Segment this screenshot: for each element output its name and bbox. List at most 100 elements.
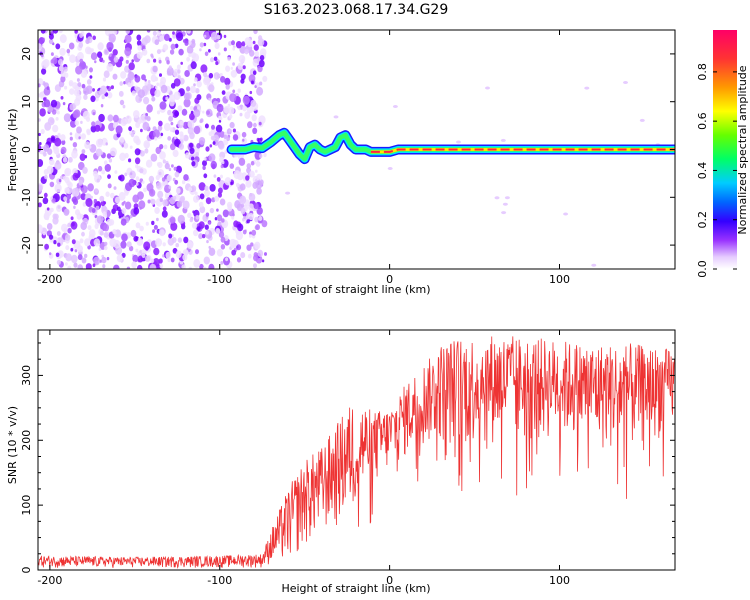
noise-speck <box>121 208 127 214</box>
noise-speck <box>221 218 225 223</box>
noise-speck <box>136 237 144 246</box>
noise-speck <box>214 42 220 50</box>
noise-speck <box>238 157 246 166</box>
noise-speck <box>93 198 98 204</box>
noise-speck <box>156 49 161 55</box>
noise-speck <box>218 187 223 194</box>
noise-speck <box>168 115 174 122</box>
noise-speck <box>183 236 189 244</box>
noise-speck <box>124 34 132 44</box>
noise-speck <box>74 249 78 253</box>
noise-speck <box>254 216 259 223</box>
noise-speck <box>158 171 162 176</box>
noise-speck <box>174 171 180 178</box>
noise-speck <box>189 105 194 111</box>
noise-speck <box>199 206 206 214</box>
noise-speck <box>81 149 86 154</box>
noise-speck <box>184 152 190 159</box>
noise-speck <box>131 261 137 269</box>
noise-speck <box>60 134 66 141</box>
noise-speck <box>149 263 157 269</box>
noise-speck <box>263 152 267 158</box>
noise-speck <box>125 59 129 64</box>
noise-speck <box>253 122 257 128</box>
noise-speck <box>118 90 124 97</box>
noise-speck <box>231 40 235 46</box>
noise-speck <box>147 80 151 84</box>
noise-speck <box>584 86 590 90</box>
noise-speck <box>181 180 186 185</box>
noise-speck <box>122 104 126 109</box>
noise-speck <box>170 257 175 263</box>
noise-speck <box>39 108 46 117</box>
colorbar-tick-label: 0.0 <box>696 260 709 278</box>
noise-speck <box>128 158 132 163</box>
noise-speck <box>188 53 192 58</box>
noise-speck <box>204 224 209 230</box>
noise-speck <box>38 132 41 137</box>
snr-frame <box>37 329 676 571</box>
noise-speck <box>208 49 211 53</box>
noise-speck <box>142 180 145 184</box>
noise-speck <box>177 237 183 243</box>
noise-speck <box>254 169 258 173</box>
spectrogram-y-axis: -20 -10 0 10 20 <box>20 47 675 254</box>
noise-speck <box>105 191 110 197</box>
spectrogram-x-axis: -200 -100 0 100 <box>37 30 570 286</box>
y-tick-label: 100 <box>20 495 33 516</box>
noise-speck <box>229 129 232 133</box>
noise-speck <box>237 62 244 70</box>
noise-speck <box>80 69 88 78</box>
noise-speck <box>250 160 255 166</box>
noise-speck <box>229 93 237 103</box>
noise-speck <box>112 204 119 212</box>
noise-speck <box>77 254 83 261</box>
noise-speck <box>80 221 87 231</box>
noise-speck <box>63 113 71 123</box>
noise-speck <box>184 70 190 77</box>
noise-speck <box>48 234 54 240</box>
noise-speck <box>156 30 161 36</box>
noise-speck <box>254 85 257 89</box>
noise-speck <box>205 197 212 205</box>
noise-speck <box>254 241 261 250</box>
noise-speck <box>259 153 263 159</box>
noise-speck <box>128 126 133 132</box>
noise-speck <box>192 53 200 62</box>
noise-speck <box>257 38 265 47</box>
noise-speck <box>60 146 67 154</box>
noise-speck <box>236 257 242 263</box>
noise-speck <box>57 250 64 258</box>
noise-speck <box>198 137 206 145</box>
snr-x-axis: -200 -100 0 100 <box>37 330 570 587</box>
noise-speck <box>639 118 645 122</box>
noise-speck <box>85 263 92 269</box>
noise-speck <box>46 86 50 90</box>
noise-speck <box>176 64 181 70</box>
noise-speck <box>253 30 258 35</box>
noise-speck <box>151 96 156 102</box>
noise-speck <box>150 153 158 162</box>
noise-speck <box>156 82 160 87</box>
noise-speck <box>167 136 172 141</box>
noise-speck <box>43 99 51 108</box>
noise-speck <box>51 136 56 142</box>
noise-speck <box>70 247 74 252</box>
noise-speck <box>171 164 174 168</box>
noise-speck <box>79 238 84 244</box>
noise-speck <box>202 71 208 78</box>
noise-speck <box>158 120 163 127</box>
noise-speck <box>164 33 170 42</box>
noise-speck <box>159 144 164 150</box>
noise-speck <box>223 134 228 139</box>
noise-speck <box>121 202 125 206</box>
noise-speck <box>170 112 174 117</box>
noise-speck <box>230 66 233 70</box>
noise-speck <box>152 30 157 36</box>
y-tick-label: 20 <box>20 47 33 61</box>
noise-speck <box>218 115 222 120</box>
noise-speck <box>129 170 136 179</box>
noise-speck <box>65 245 70 251</box>
noise-speck <box>208 131 213 136</box>
noise-speck <box>75 65 83 75</box>
